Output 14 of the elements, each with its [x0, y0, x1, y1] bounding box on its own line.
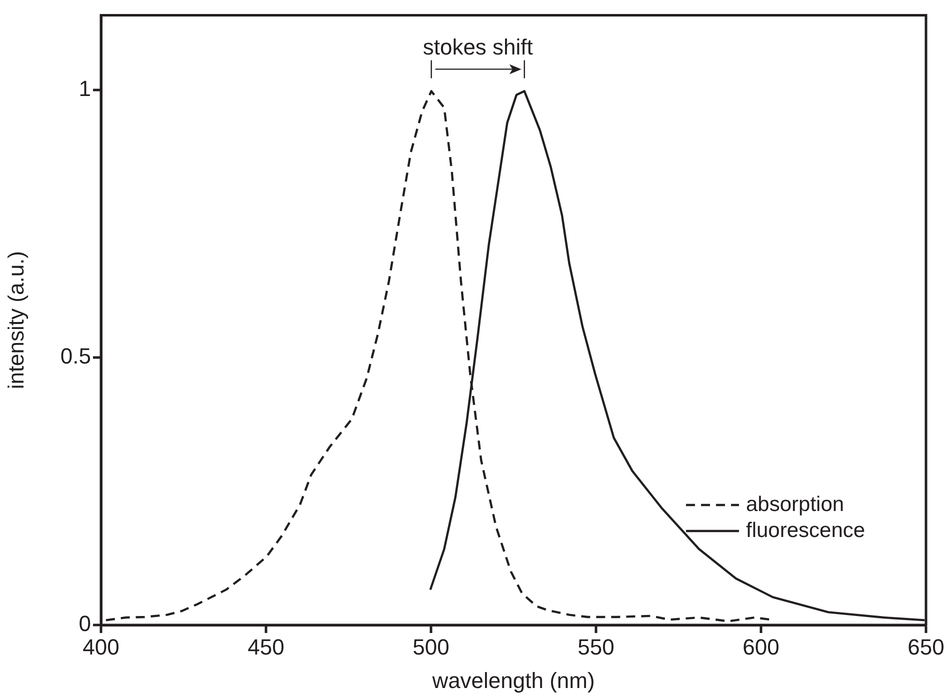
y-axis-title: intensity (a.u.) [3, 251, 28, 390]
y-tick-label: 0 [78, 611, 91, 636]
x-tick-label: 400 [82, 634, 120, 660]
x-axis-title: wavelength (nm) [431, 668, 595, 693]
y-tick-label: 0.5 [60, 344, 91, 369]
x-tick-label: 650 [908, 634, 944, 660]
annotation: stokes shift [422, 34, 533, 60]
x-tick-label: 600 [742, 634, 780, 660]
legend-label: fluorescence [746, 518, 866, 542]
x-tick-label: 500 [412, 634, 450, 660]
legend-label: absorption [746, 492, 844, 516]
y-tick-label: 1 [78, 76, 91, 102]
x-tick-label: 550 [578, 634, 614, 660]
x-tick-label: 450 [248, 634, 284, 660]
